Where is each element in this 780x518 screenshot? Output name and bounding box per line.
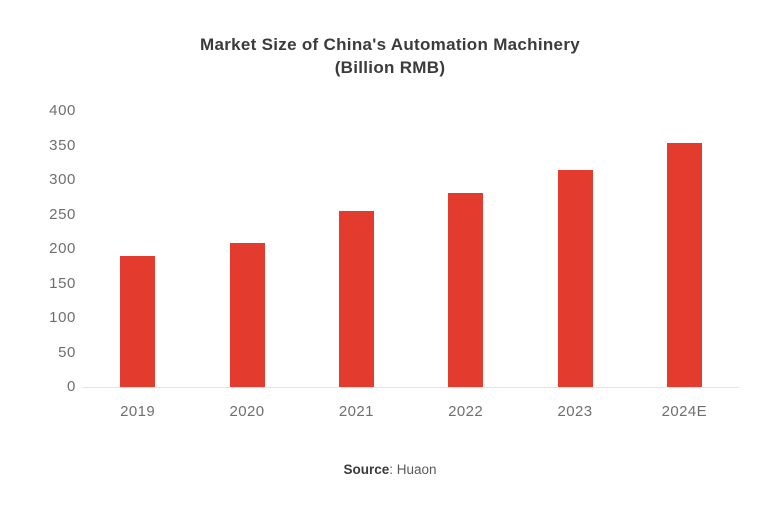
y-tick-label: 400 xyxy=(49,102,76,119)
x-tick-label: 2024E xyxy=(661,403,708,420)
bar-2022 xyxy=(448,193,484,387)
bar-2024E xyxy=(666,143,702,387)
source-note: Source: Huaon xyxy=(0,461,780,478)
x-tick-label: 2021 xyxy=(338,403,374,420)
x-tick-label: 2023 xyxy=(557,403,593,420)
y-tick-label: 300 xyxy=(49,171,76,188)
y-tick-label: 100 xyxy=(49,309,76,326)
y-tick-label: 200 xyxy=(49,240,76,257)
y-tick-label: 150 xyxy=(49,274,76,292)
bar-2019 xyxy=(120,255,156,387)
y-tick-label: 50 xyxy=(58,343,76,361)
bar-2020 xyxy=(229,243,265,387)
bar-2023 xyxy=(557,169,593,387)
y-tick-label: 250 xyxy=(49,205,76,223)
chart-title-line1: Market Size of China's Automation Machin… xyxy=(200,35,580,54)
y-tick-label: 0 xyxy=(67,378,76,395)
x-axis-line xyxy=(83,387,739,388)
x-tick-label: 2019 xyxy=(120,403,156,420)
y-tick-label: 350 xyxy=(49,136,76,154)
bar-2021 xyxy=(338,211,374,387)
chart-title: Market Size of China's Automation Machin… xyxy=(0,33,780,79)
source-name: : Huaon xyxy=(389,462,437,477)
source-label: Source xyxy=(343,462,390,477)
x-tick-label: 2022 xyxy=(448,403,484,420)
x-tick-label: 2020 xyxy=(229,403,265,420)
chart-title-line2: (Billion RMB) xyxy=(334,58,446,77)
